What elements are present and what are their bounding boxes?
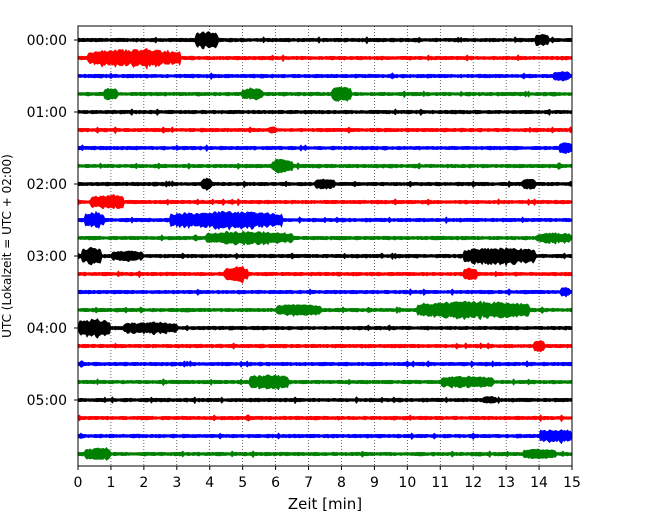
trace-0145 (77, 158, 573, 174)
plot-frame (77, 25, 573, 467)
x-tick-label: 9 (370, 475, 379, 491)
trace-0345 (77, 300, 573, 321)
x-tick-label: 7 (304, 475, 313, 491)
x-axis-ticks: 0 1 2 3 4 5 6 7 8 9 10 11 12 13 14 15 (74, 466, 581, 491)
trace-0000 (77, 31, 573, 50)
trace-0515 (77, 414, 573, 423)
trace-0015 (77, 48, 573, 71)
trace-0115 (77, 126, 573, 135)
trace-0030 (77, 71, 573, 82)
trace-0445 (77, 374, 573, 391)
trace-0245 (77, 230, 573, 246)
trace-0100 (77, 108, 573, 117)
x-axis-label: Zeit [min] (288, 495, 362, 513)
trace-0300 (77, 247, 573, 267)
y-tick-label: 01:00 (27, 105, 67, 121)
trace-0415 (77, 340, 573, 353)
x-tick-label: 1 (106, 475, 115, 491)
x-tick-label: 11 (431, 475, 449, 491)
x-tick-label: 2 (139, 475, 148, 491)
y-axis-ticks: 00:00 01:00 02:00 03:00 04:00 05:00 (27, 33, 78, 409)
x-tick-label: 12 (464, 475, 482, 491)
trace-0200 (77, 177, 573, 192)
trace-0130 (77, 142, 573, 155)
seismogram-traces (77, 31, 573, 461)
trace-0430 (77, 360, 573, 369)
grid-lines (110, 26, 540, 466)
x-tick-label: 8 (337, 475, 346, 491)
x-tick-label: 14 (530, 475, 548, 491)
x-tick-label: 3 (172, 475, 181, 491)
x-tick-label: 13 (497, 475, 515, 491)
trace-0330 (77, 287, 573, 298)
y-tick-label: 02:00 (27, 177, 67, 193)
y-axis-label: UTC (Lokalzeit = UTC + 02:00) (0, 154, 14, 338)
y-tick-label: 00:00 (27, 33, 67, 49)
y-tick-label: 04:00 (27, 321, 67, 337)
x-tick-label: 6 (271, 475, 280, 491)
y-tick-label: 05:00 (27, 393, 67, 409)
trace-0545 (77, 446, 573, 461)
trace-0500 (77, 396, 573, 405)
trace-0400 (77, 318, 573, 339)
x-tick-label: 15 (563, 475, 581, 491)
trace-0230 (77, 210, 573, 231)
trace-0315 (77, 265, 573, 285)
trace-0045 (77, 86, 573, 102)
x-tick-label: 10 (398, 475, 416, 491)
trace-0215 (77, 193, 573, 210)
x-tick-label: 0 (74, 475, 83, 491)
x-tick-label: 4 (205, 475, 214, 491)
trace-0530 (77, 429, 573, 445)
y-tick-label: 03:00 (27, 249, 67, 265)
x-tick-label: 5 (238, 475, 247, 491)
